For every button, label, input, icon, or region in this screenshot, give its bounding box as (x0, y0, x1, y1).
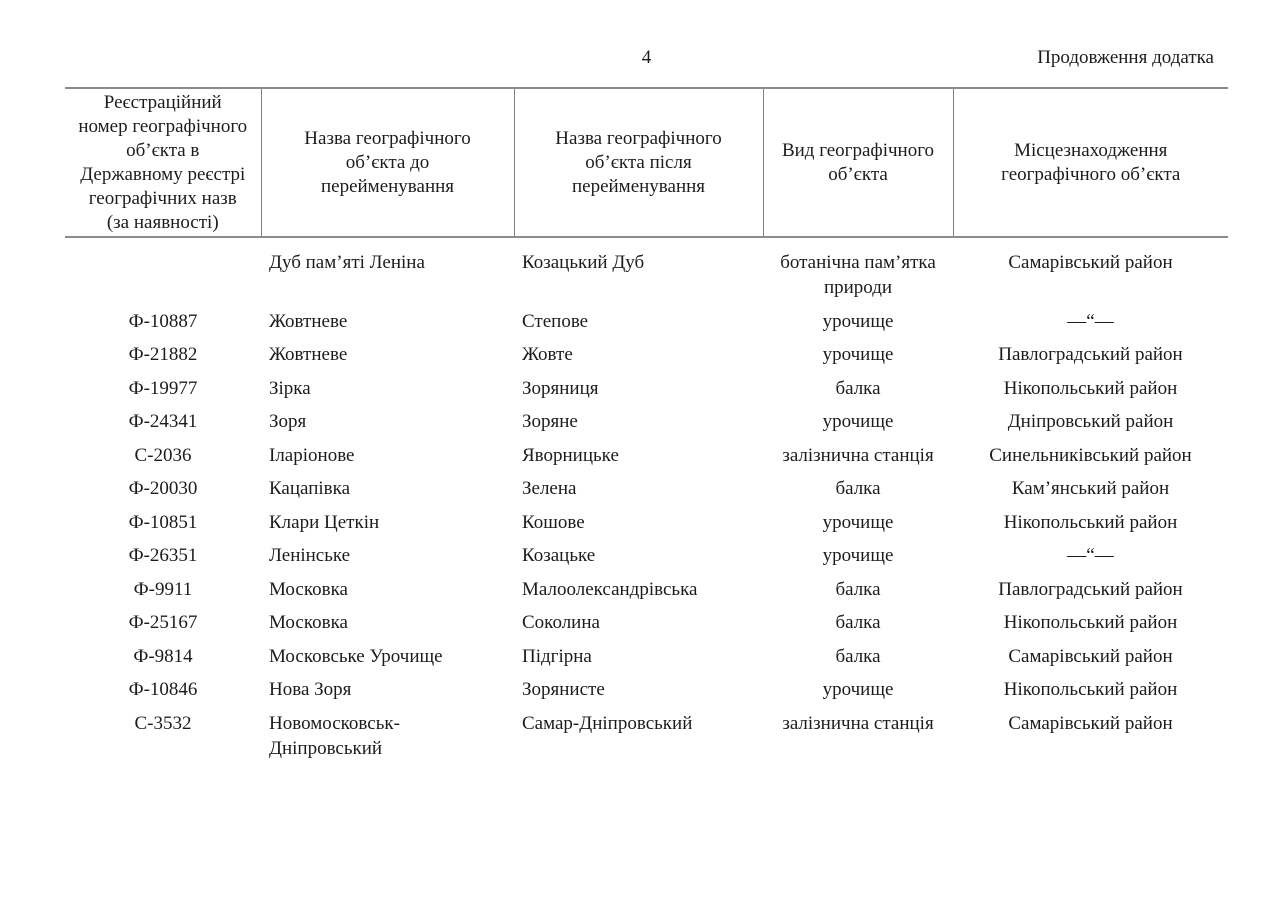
table-cell: Ф-19977 (128, 377, 198, 399)
table-cell: урочище (822, 545, 894, 566)
table-cell: Кошове (522, 511, 585, 533)
table-cell: Нікопольський район (1003, 679, 1178, 700)
header-location: Місцезнаходження географічного об’єкта (952, 87, 1228, 238)
table-row: Ф-10846 Нова Зоря Зорянисте урочище Нікополь… (65, 673, 1228, 707)
table-cell: Клари Цеткін (269, 511, 380, 533)
table-cell: Козацький Дуб (522, 252, 645, 273)
table-cell: балка (835, 377, 881, 399)
table-row: Ф-9814 Московське Урочище Підгірна балка Сам… (65, 640, 1228, 674)
table-cell: —“— (1067, 545, 1114, 566)
table-cell: урочище (822, 679, 894, 700)
table-cell: Нова Зоря (269, 679, 352, 700)
table-cell: С-3532 (134, 712, 192, 734)
header-name-before: Назва географічного об’єкта до переймену… (260, 87, 514, 238)
table-cell: Ф-25167 (128, 612, 198, 633)
table-cell: балка (835, 645, 881, 667)
table-cell: Ф-20030 (128, 478, 198, 499)
table-cell: Зорянисте (522, 679, 605, 700)
table-cell: Ф-26351 (128, 545, 198, 566)
table-row: Ф-24341 Зоря Зоряне урочище Дніпровський рай… (65, 405, 1228, 439)
table-cell: Зоряниця (522, 377, 599, 399)
table-cell: Жовте (522, 344, 573, 365)
table-cell: Московське Урочище (269, 645, 443, 667)
table-cell: Жовтневе (269, 310, 348, 332)
geographic-renaming-table: Реєстраційний номер географічного об’єкт… (65, 87, 1228, 765)
table-cell: Кацапівка (269, 478, 351, 499)
table-cell: Ф-24341 (128, 411, 198, 432)
table-cell: балка (835, 578, 881, 600)
header-object-type: Вид географічного об’єкта (762, 87, 953, 238)
table-cell: залізнична станція (782, 712, 934, 734)
table-cell: Ф-10846 (128, 679, 198, 700)
table-row: С-3532 Новомосковськ- Дніпровський Самар-Д… (65, 707, 1228, 766)
table-cell: ботанічна пам’ятка природи (780, 252, 936, 298)
table-cell: Ф-10851 (128, 511, 198, 533)
table-cell: Новомосковськ- Дніпровський (269, 712, 400, 759)
table-cell: урочище (822, 411, 894, 432)
table-cell: Зірка (269, 377, 311, 399)
table-cell: Нікопольський район (1003, 511, 1178, 533)
table-cell: залізнична станція (782, 444, 934, 466)
table-cell: Ф-9911 (133, 578, 193, 600)
table-cell: Іларіонове (269, 444, 355, 466)
table-cell: Ф-10887 (128, 310, 198, 332)
table-row: Ф-26351 Ленінське Козацьке урочище —“— (65, 539, 1228, 573)
table-row: Ф-20030 Кацапівка Зелена балка Кам’янський р… (65, 472, 1228, 506)
table-header: Реєстраційний номер географічного об’єкт… (65, 87, 1228, 238)
table-row: Ф-19977 Зірка Зоряниця балка Нікопольський р… (65, 372, 1228, 406)
table-cell: Синельниківський район (989, 444, 1192, 466)
table-cell: —“— (1067, 310, 1114, 332)
table-cell: Зоряне (522, 411, 578, 432)
table-cell: Самарівський район (1008, 645, 1173, 667)
table-row: Ф-21882 Жовтневе Жовте урочище Павлоградськи… (65, 338, 1228, 372)
table-cell: Дніпровський район (1007, 411, 1174, 432)
table-cell: балка (835, 478, 881, 499)
table-cell: Яворницьке (522, 444, 619, 466)
table-cell: урочище (822, 310, 894, 332)
table-cell: Самарівський район (1008, 712, 1173, 734)
table-row: Ф-9911 Московка Малоолександрівська балка Па… (65, 573, 1228, 607)
table-cell: Ф-9814 (133, 645, 193, 667)
table-cell: Малоолександрівська (522, 578, 698, 600)
table-header-row: Реєстраційний номер географічного об’єкт… (65, 87, 1228, 238)
table-cell: Самарівський район (1008, 252, 1173, 273)
table-row: Ф-25167 Московка Соколина балка Нікопольськи… (65, 606, 1228, 640)
table-cell: Нікопольський район (1003, 377, 1178, 399)
table-cell: урочище (822, 511, 894, 533)
table-cell (65, 237, 261, 305)
table-cell: Кам’янський район (1011, 478, 1170, 499)
table-cell: Жовтневе (269, 344, 348, 365)
header-name-after: Назва географічного об’єкта після перейм… (513, 87, 763, 238)
header-registration-number: Реєстраційний номер географічного об’єкт… (65, 87, 261, 238)
table-cell: Павлоградський район (998, 344, 1183, 365)
table-cell: Ф-21882 (128, 344, 198, 365)
table-row: Ф-10851 Клари Цеткін Кошове урочище Нікополь… (65, 506, 1228, 540)
table-cell: Степове (522, 310, 589, 332)
table-row: Ф-10887 Жовтневе Степове урочище —“— (65, 305, 1228, 339)
table-cell: С-2036 (134, 444, 192, 466)
annex-continuation-note: Продовження додатка (1037, 47, 1214, 68)
table-cell: Самар-Дніпровський (522, 712, 693, 734)
page-header: 4 Продовження додатка (65, 46, 1228, 70)
table-body: Дуб пам’яті Леніна Козацький Дуб ботанічна… (65, 237, 1228, 765)
table-cell: Зелена (522, 478, 577, 499)
table-cell: Нікопольський район (1003, 612, 1178, 633)
table-cell: Козацьке (522, 545, 596, 566)
table-cell: урочище (822, 344, 894, 365)
table-cell: Соколина (522, 612, 600, 633)
table-cell: балка (835, 612, 881, 633)
table-cell: Дуб пам’яті Леніна (269, 252, 425, 273)
table-cell: Московка (269, 578, 348, 600)
table-cell: Павлоградський район (998, 578, 1183, 600)
table-row: Дуб пам’яті Леніна Козацький Дуб ботанічна… (65, 237, 1228, 305)
table-cell: Ленінське (269, 545, 351, 566)
table-cell: Підгірна (522, 645, 592, 667)
page-number: 4 (641, 47, 652, 68)
table-cell: Московка (269, 612, 348, 633)
table-cell: Зоря (269, 411, 307, 432)
table-row: С-2036 Іларіонове Яворницьке залізнична ста… (65, 439, 1228, 473)
